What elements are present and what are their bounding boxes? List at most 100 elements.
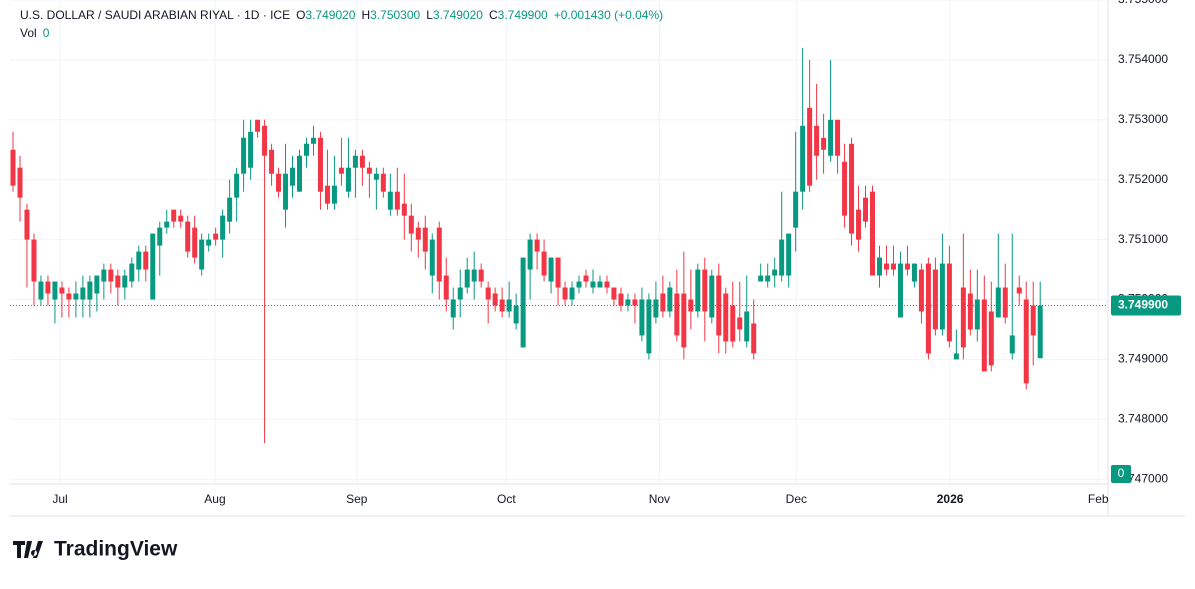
candle-body [751,323,757,354]
legend-value: 0 [43,26,50,40]
candle-body [464,269,470,288]
candle-body [310,137,316,144]
candle-body [758,275,764,282]
candle-body [1009,335,1015,354]
candle-body [450,299,456,318]
candle-body [911,263,917,282]
candle-body [220,215,226,240]
candle-body [953,353,959,360]
x-tick-label: Jul [52,492,67,506]
candle-body [709,275,715,318]
candle-body [723,293,729,342]
candle-body [667,287,673,312]
candle-body [876,257,882,276]
logo-icon [13,541,43,558]
candle-body [192,227,198,258]
candle-body [988,311,994,366]
candle-body [541,251,547,276]
candle-body [443,275,449,300]
candle-body [772,269,778,276]
candle-body [821,137,827,150]
candle-body [317,137,323,192]
candle-body [737,317,743,330]
candle-body [548,257,554,282]
candle-body [303,143,309,156]
legend-value: 3.749020 [433,8,483,22]
candle-body [227,197,233,222]
candle-body [527,239,533,270]
candle-body [939,263,945,330]
candle-body [331,185,337,204]
x-tick-label: Sep [346,492,368,506]
candle-body [695,269,701,312]
candle-body [387,191,393,210]
candle-body [276,173,282,192]
legend-value: 3.749900 [498,8,548,22]
candle-body [618,293,624,306]
candle-body [436,227,442,282]
candle-body [960,287,966,348]
candle-body [66,293,72,300]
candle-body [429,239,435,276]
candle-body [883,263,889,270]
y-tick-label: 3.751000 [1118,232,1168,246]
candle-body [863,197,869,222]
candle-body [702,269,708,312]
candle-body [611,287,617,300]
legend-value: 3.749020 [305,8,355,22]
candle-body [856,209,862,240]
candle-body [765,275,771,282]
x-tick-label: 2026 [937,492,964,506]
candle-body [164,221,170,228]
candle-body [10,149,16,186]
candle-body [478,269,484,282]
candle-body [842,161,848,216]
candle-body [80,287,86,300]
candle-body [283,173,289,210]
candle-body [744,311,750,342]
candle-body [583,275,589,282]
candle-body [590,281,596,288]
candle-body [17,167,23,198]
candle-body [1030,305,1036,336]
candle-body [380,173,386,192]
axis-labels: 3.7470003.7480003.7490003.7500003.751000… [52,0,1181,506]
candle-body [520,257,526,348]
candle-body [255,119,261,132]
candle-body [639,299,645,336]
candle-body [143,251,149,270]
y-tick-label: 3.754000 [1118,52,1168,66]
candle-body [38,281,44,300]
logo: TradingView [13,538,178,561]
candle-body [24,209,30,240]
candle-body [1037,305,1043,359]
candle-body [297,155,303,192]
candle-body [150,233,156,300]
candle-body [1023,299,1029,384]
y-tick-label: 3.749000 [1118,352,1168,366]
y-tick-label: 3.755000 [1118,0,1168,6]
candle-body [352,155,358,168]
candles [10,47,1108,444]
candle-body [171,209,177,222]
candle-body [995,287,1001,318]
x-tick-label: Oct [497,492,516,506]
candle-body [1016,287,1022,294]
candle-body [178,215,184,222]
candle-body [890,263,896,270]
candle-body [415,227,421,240]
candle-body [849,143,855,234]
candle-body [674,293,680,336]
candle-body [359,155,365,168]
last-price-tag [1111,295,1181,316]
legend-key: O [296,8,305,22]
candle-body [101,269,107,282]
candle-body [555,257,561,288]
candle-body [967,293,973,330]
legend-value: 3.750300 [370,8,420,22]
candle-body [653,299,659,318]
x-tick-label: Dec [786,492,807,506]
y-tick-label: 3.752000 [1118,172,1168,186]
candle-body [981,299,987,372]
